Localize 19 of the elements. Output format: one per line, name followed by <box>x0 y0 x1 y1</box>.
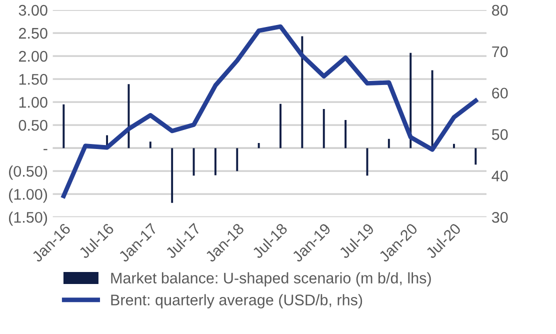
y-tick-label: 3.00 <box>18 4 48 16</box>
y-tick-label: 0.50 <box>18 120 48 131</box>
y2-tick-label: 60 <box>492 88 508 99</box>
y2-tick-label: 70 <box>492 46 508 58</box>
y-tick-label: 2.00 <box>18 50 48 62</box>
y-tick-label: 2.50 <box>18 28 48 39</box>
y2-tick-label: 40 <box>492 170 508 182</box>
legend-label: Brent: quarterly average (USD/b, rhs) <box>111 294 362 308</box>
legend-label: Market balance: U-shaped scenario (m b/d, lhs) <box>111 272 431 287</box>
y2-tick-label: 80 <box>492 4 508 16</box>
y-tick-label: (1.00) <box>9 188 48 203</box>
y-tick-label: 1.50 <box>19 74 48 85</box>
y2-tick-label: 50 <box>492 129 508 140</box>
line-series <box>61 24 478 198</box>
y-tick-label: (1.50) <box>9 212 48 226</box>
y2-tick-label: 30 <box>492 212 508 223</box>
y-tick-label: - <box>44 148 48 150</box>
y-tick-label: (0.50) <box>9 166 48 180</box>
y-tick-label: 1.00 <box>19 96 48 108</box>
